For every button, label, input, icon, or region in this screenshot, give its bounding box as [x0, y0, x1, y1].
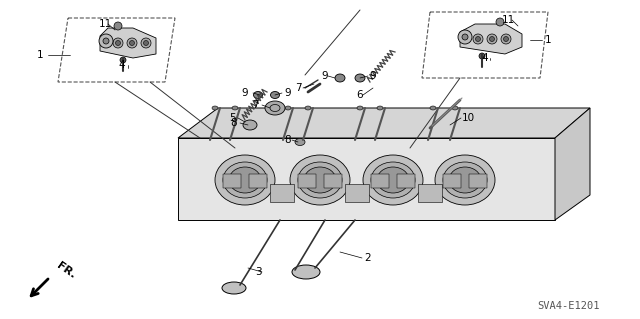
Ellipse shape — [265, 101, 285, 115]
Text: 8: 8 — [285, 135, 291, 145]
Text: 7: 7 — [294, 83, 301, 93]
Polygon shape — [100, 28, 156, 58]
Circle shape — [115, 41, 120, 46]
Ellipse shape — [430, 106, 436, 110]
Polygon shape — [178, 108, 590, 138]
Bar — [469, 174, 487, 188]
Ellipse shape — [443, 162, 487, 198]
Ellipse shape — [452, 106, 458, 110]
Text: 1: 1 — [545, 35, 551, 45]
Ellipse shape — [229, 167, 261, 193]
Bar — [270, 184, 294, 202]
Bar — [324, 174, 342, 188]
Circle shape — [127, 38, 137, 48]
Ellipse shape — [304, 167, 336, 193]
Circle shape — [501, 34, 511, 44]
Text: 9: 9 — [285, 88, 291, 98]
Text: FR.: FR. — [55, 260, 77, 280]
Circle shape — [129, 41, 134, 46]
Text: 7: 7 — [252, 100, 259, 110]
Bar — [223, 174, 241, 188]
Circle shape — [487, 34, 497, 44]
Polygon shape — [555, 108, 590, 220]
Ellipse shape — [292, 265, 320, 279]
Circle shape — [490, 36, 495, 41]
Ellipse shape — [223, 162, 267, 198]
Ellipse shape — [222, 282, 246, 294]
Ellipse shape — [363, 155, 423, 205]
Text: 4: 4 — [482, 53, 488, 63]
Text: 11: 11 — [501, 15, 515, 25]
Ellipse shape — [357, 106, 363, 110]
Text: 10: 10 — [461, 113, 475, 123]
Ellipse shape — [449, 167, 481, 193]
Ellipse shape — [243, 120, 257, 130]
Text: 9: 9 — [242, 88, 248, 98]
Bar — [249, 174, 267, 188]
Text: 1: 1 — [36, 50, 44, 60]
Ellipse shape — [355, 74, 365, 82]
Bar — [443, 174, 461, 188]
Ellipse shape — [371, 162, 415, 198]
Bar — [397, 174, 415, 188]
Text: SVA4-E1201: SVA4-E1201 — [538, 301, 600, 311]
Bar — [371, 174, 389, 188]
Ellipse shape — [295, 138, 305, 145]
Ellipse shape — [253, 92, 262, 99]
Text: 11: 11 — [99, 19, 111, 29]
Polygon shape — [178, 138, 555, 220]
Ellipse shape — [377, 106, 383, 110]
Circle shape — [141, 38, 151, 48]
Circle shape — [504, 36, 509, 41]
Circle shape — [462, 34, 468, 40]
Circle shape — [120, 57, 126, 63]
Ellipse shape — [377, 167, 409, 193]
Text: 2: 2 — [365, 253, 371, 263]
Text: 5: 5 — [228, 113, 236, 123]
Circle shape — [496, 18, 504, 26]
Circle shape — [476, 36, 481, 41]
Ellipse shape — [298, 162, 342, 198]
Ellipse shape — [335, 74, 345, 82]
Text: 9: 9 — [322, 71, 328, 81]
Circle shape — [103, 38, 109, 44]
Bar — [418, 184, 442, 202]
Circle shape — [113, 38, 123, 48]
Circle shape — [479, 53, 485, 59]
Circle shape — [114, 22, 122, 30]
Ellipse shape — [305, 106, 311, 110]
Circle shape — [458, 30, 472, 44]
Ellipse shape — [271, 92, 280, 99]
Text: 6: 6 — [356, 90, 364, 100]
Polygon shape — [460, 24, 522, 54]
Ellipse shape — [285, 106, 291, 110]
Text: 3: 3 — [255, 267, 261, 277]
Bar — [345, 184, 369, 202]
Bar — [298, 174, 316, 188]
Circle shape — [143, 41, 148, 46]
Ellipse shape — [215, 155, 275, 205]
Text: 8: 8 — [230, 118, 237, 128]
Circle shape — [99, 34, 113, 48]
Ellipse shape — [290, 155, 350, 205]
Circle shape — [473, 34, 483, 44]
Ellipse shape — [435, 155, 495, 205]
Ellipse shape — [212, 106, 218, 110]
Text: 4: 4 — [118, 60, 125, 70]
Ellipse shape — [232, 106, 238, 110]
Text: 9: 9 — [370, 71, 376, 81]
